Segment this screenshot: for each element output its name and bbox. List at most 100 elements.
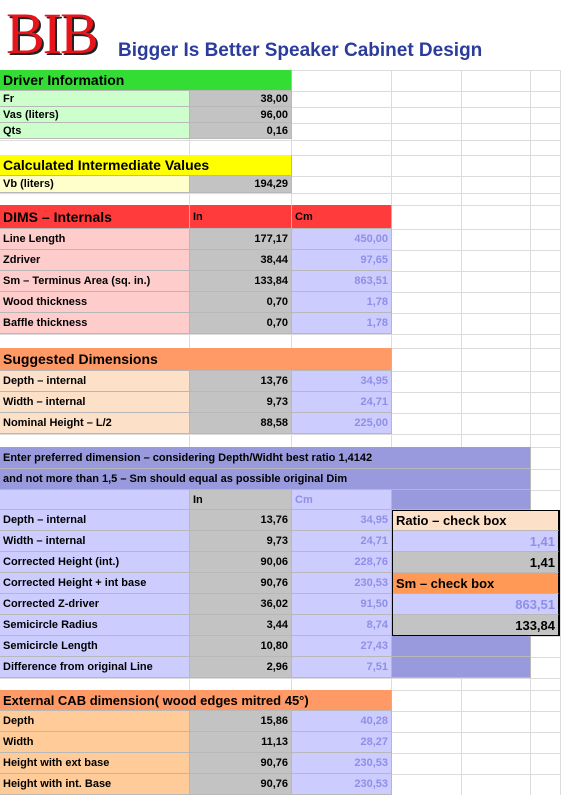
check-value: 863,51 [393,594,559,615]
value: 38,00 [190,91,292,107]
value-in: 90,06 [190,552,292,573]
value-in: 9,73 [190,392,292,413]
section-title: Suggested Dimensions [0,348,392,371]
value-in: 0,70 [190,292,292,313]
value-cm: 40,28 [292,711,392,732]
value-cm: 863,51 [292,271,392,292]
column-header: Cm [292,205,392,229]
note: Enter preferred dimension – considering … [0,447,531,469]
value-cm: 225,00 [292,413,392,434]
grid-line [0,193,561,194]
row-label: Nominal Height – L/2 [0,413,190,434]
value-cm: 91,50 [292,594,392,615]
section-title: External CAB dimension( wood edges mitre… [0,690,392,711]
row-label: Height with int. Base [0,774,190,795]
value-in: 177,17 [190,229,292,250]
cell [392,636,531,657]
cell [392,490,531,510]
row-label: Difference from original Line [0,657,190,678]
grid-line [0,140,561,141]
value-in: 90,76 [190,753,292,774]
value-cm: 27,43 [292,636,392,657]
value-in: 38,44 [190,250,292,271]
section-title: Driver Information [0,70,292,91]
check-value: 1,41 [393,531,559,552]
grid-line [0,434,561,435]
value-in: 10,80 [190,636,292,657]
value-in: 15,86 [190,711,292,732]
row-label: Fr [0,91,190,107]
value-cm: 24,71 [292,531,392,552]
row-label: Depth [0,711,190,732]
row-label: Sm – Terminus Area (sq. in.) [0,271,190,292]
value-in: 11,13 [190,732,292,753]
value: 194,29 [190,176,292,193]
section-title: Calculated Intermediate Values [0,155,292,176]
value-cm: 34,95 [292,371,392,392]
value-in: 2,96 [190,657,292,678]
value-cm: 34,95 [292,510,392,531]
value-in: 13,76 [190,371,292,392]
section-title: DIMS – Internals [0,205,190,229]
grid-line [0,678,561,679]
row-label: Height with ext base [0,753,190,774]
check-value: 1,41 [393,552,559,573]
row-label: Semicircle Radius [0,615,190,636]
row-label: Vb (liters) [0,176,190,193]
value-cm: 7,51 [292,657,392,678]
cell [0,490,190,510]
row-label: Zdriver [0,250,190,271]
value-cm: 97,65 [292,250,392,271]
check-box-frame [392,510,560,636]
value-cm: 450,00 [292,229,392,250]
value-cm: 1,78 [292,292,392,313]
logo: BIB [6,1,99,66]
column-header: In [190,205,292,229]
row-label: Semicircle Length [0,636,190,657]
value-in: 90,76 [190,573,292,594]
value-in: 9,73 [190,531,292,552]
grid-line [530,70,531,795]
cell [392,657,531,678]
grid-line [461,70,462,795]
row-label: Width – internal [0,392,190,413]
row-label: Corrected Height (int.) [0,552,190,573]
row-label: Line Length [0,229,190,250]
row-label: Corrected Z-driver [0,594,190,615]
column-header: In [190,490,292,510]
row-label: Width – internal [0,531,190,552]
value-cm: 1,78 [292,313,392,334]
value: 96,00 [190,107,292,123]
value-cm: 230,53 [292,573,392,594]
value-in: 88,58 [190,413,292,434]
value-in: 13,76 [190,510,292,531]
page-title: Bigger Is Better Speaker Cabinet Design [118,40,483,61]
row-label: Depth – internal [0,371,190,392]
check-title: Ratio – check box [393,510,559,531]
grid-line [0,334,561,335]
value-in: 36,02 [190,594,292,615]
value-in: 133,84 [190,271,292,292]
row-label: Vas (liters) [0,107,190,123]
row-label: Qts [0,123,190,139]
value-cm: 230,53 [292,774,392,795]
row-label: Depth – internal [0,510,190,531]
row-label: Width [0,732,190,753]
value-cm: 8,74 [292,615,392,636]
column-header: Cm [292,490,392,510]
row-label: Corrected Height + int base [0,573,190,594]
value-in: 90,76 [190,774,292,795]
value: 0,16 [190,123,292,139]
value-cm: 230,53 [292,753,392,774]
value-cm: 24,71 [292,392,392,413]
value-in: 0,70 [190,313,292,334]
value-in: 3,44 [190,615,292,636]
check-title: Sm – check box [393,573,559,594]
row-label: Wood thickness [0,292,190,313]
row-label: Baffle thickness [0,313,190,334]
value-cm: 228,76 [292,552,392,573]
note: and not more than 1,5 – Sm should equal … [0,469,531,490]
value-cm: 28,27 [292,732,392,753]
check-value: 133,84 [393,615,559,636]
